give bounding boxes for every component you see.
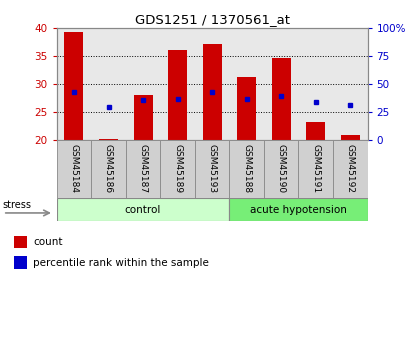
Text: acute hypotension: acute hypotension: [250, 205, 347, 215]
Text: GSM45189: GSM45189: [173, 144, 182, 193]
Text: GSM45191: GSM45191: [311, 144, 320, 193]
Text: GSM45184: GSM45184: [69, 144, 79, 193]
Bar: [14, 236, 27, 248]
Bar: [91, 140, 126, 198]
Text: GSM45186: GSM45186: [104, 144, 113, 193]
Bar: [306, 122, 325, 140]
Bar: [160, 140, 195, 198]
Bar: [202, 45, 222, 140]
Text: count: count: [33, 237, 63, 247]
Text: control: control: [125, 205, 161, 215]
Text: GSM45188: GSM45188: [242, 144, 251, 193]
Text: stress: stress: [3, 200, 32, 210]
Bar: [57, 198, 229, 221]
Bar: [99, 139, 118, 140]
Bar: [299, 140, 333, 198]
Text: GSM45193: GSM45193: [207, 144, 217, 193]
Text: percentile rank within the sample: percentile rank within the sample: [33, 258, 209, 268]
Bar: [134, 95, 152, 140]
Text: GSM45187: GSM45187: [139, 144, 147, 193]
Text: GSM45190: GSM45190: [277, 144, 286, 193]
Bar: [264, 140, 299, 198]
Bar: [333, 140, 368, 198]
Bar: [168, 50, 187, 140]
Bar: [341, 135, 360, 140]
Bar: [229, 140, 264, 198]
Bar: [57, 140, 91, 198]
Title: GDS1251 / 1370561_at: GDS1251 / 1370561_at: [134, 13, 290, 27]
Bar: [195, 140, 229, 198]
Bar: [229, 198, 368, 221]
Bar: [126, 140, 160, 198]
Text: GSM45192: GSM45192: [346, 144, 355, 193]
Bar: [65, 32, 84, 140]
Bar: [14, 256, 27, 269]
Bar: [272, 58, 291, 140]
Bar: [237, 78, 256, 140]
